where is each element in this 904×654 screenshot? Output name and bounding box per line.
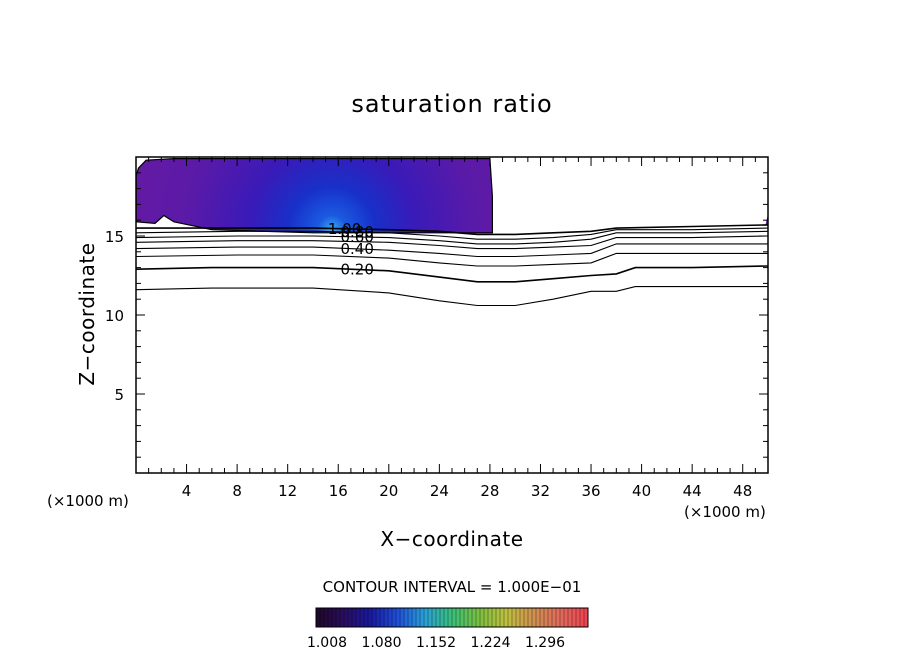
contour-label-layer: 0.20 0.400.600.801.00: [328, 220, 374, 279]
y-tick-label: 10: [105, 307, 124, 325]
y-tick-label: 15: [105, 228, 124, 246]
x-tick-label: 28: [480, 482, 499, 500]
colorbar-tick-label: 1.080: [361, 635, 401, 651]
contour-label: 0.40: [340, 240, 373, 258]
contour-line: [136, 227, 768, 240]
contour-label: 0.60: [340, 228, 373, 246]
contour-line: [136, 252, 768, 267]
colorbar-tick-label: 1.296: [525, 635, 565, 651]
contour-line: [136, 224, 768, 236]
x-tick-label: 24: [430, 482, 449, 500]
x-unit-label-left: (×1000 m): [47, 492, 129, 510]
colorbar-tick-label: 1.008: [307, 635, 347, 651]
x-tick-label: 16: [329, 482, 348, 500]
x-tick-label: 36: [581, 482, 600, 500]
y-tick-labels: 5 10 15: [105, 228, 124, 404]
colorbar-tick-label: 1.152: [416, 635, 456, 651]
contour-line: [136, 230, 768, 245]
x-tick-label: 8: [232, 482, 242, 500]
x-tick-labels: 4 8 12 16 20 24 28 32 36 40 44 48: [182, 482, 752, 500]
supersaturated-region: [136, 158, 493, 234]
contour-line: [136, 235, 768, 250]
contour-label: 1.00: [328, 220, 361, 238]
y-tick-label: 5: [114, 386, 124, 404]
contour-line: [136, 265, 768, 283]
x-tick-label: 40: [632, 482, 651, 500]
contour-interval-label: CONTOUR INTERVAL = 1.000E−01: [323, 578, 582, 596]
x-tick-label: 12: [278, 482, 297, 500]
chart-title: saturation ratio: [351, 90, 552, 118]
colorbar-tick-labels: 1.008 1.080 1.152 1.224 1.296: [307, 635, 565, 651]
x-tick-label: 44: [683, 482, 702, 500]
contour-line: [136, 286, 768, 307]
shaded-region-layer: [136, 158, 768, 234]
x-tick-label: 48: [733, 482, 752, 500]
x-unit-label-right: (×1000 m): [684, 503, 766, 521]
contour-label: 0.20: [340, 260, 373, 278]
colorbar-tick-label: 1.224: [470, 635, 510, 651]
contour-line: [136, 243, 768, 258]
x-tick-label: 32: [531, 482, 550, 500]
x-tick-label: 20: [379, 482, 398, 500]
y-axis-label: Z−coordinate: [75, 242, 99, 385]
tick-layer: [136, 157, 768, 473]
contour-layer: [136, 224, 768, 307]
x-tick-label: 4: [182, 482, 192, 500]
x-axis-label: X−coordinate: [380, 527, 523, 551]
colorbar-segments: [319, 608, 585, 627]
contour-label: 0.80: [340, 223, 373, 241]
